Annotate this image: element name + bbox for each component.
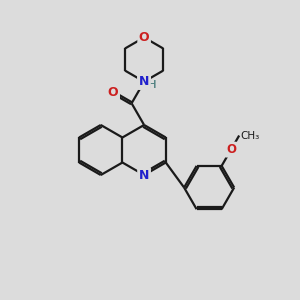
Text: N: N	[139, 75, 149, 88]
Text: N: N	[139, 75, 149, 88]
Text: CH₃: CH₃	[241, 130, 260, 140]
Text: N: N	[139, 75, 149, 88]
Text: O: O	[226, 143, 236, 156]
Text: N: N	[139, 169, 149, 182]
Text: O: O	[139, 31, 149, 44]
Text: O: O	[108, 86, 119, 99]
Text: N: N	[139, 75, 149, 88]
Text: N: N	[139, 169, 149, 182]
Text: H: H	[148, 80, 157, 90]
Text: H: H	[148, 80, 157, 90]
